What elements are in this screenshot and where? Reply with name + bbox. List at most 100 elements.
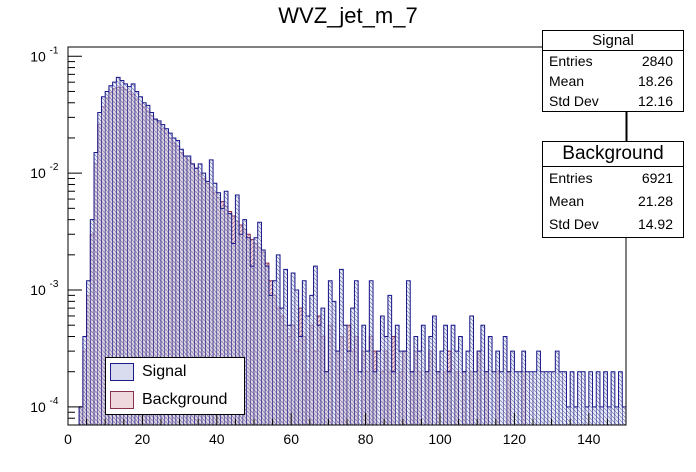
signal-bin — [551, 371, 556, 425]
signal-bin — [346, 350, 351, 425]
signal-bin — [97, 112, 102, 425]
signal-bin — [276, 254, 281, 425]
signal-bin — [90, 219, 95, 425]
signal-bin — [361, 324, 366, 425]
stat-value: 18.26 — [637, 73, 673, 89]
signal-bin — [540, 371, 545, 425]
signal-bin — [339, 269, 344, 425]
signal-bin — [398, 350, 404, 425]
signal-stats-box: Signal Entries 2840 Mean 18.26 Std Dev 1… — [542, 30, 684, 112]
legend-entry-signal: Signal — [106, 358, 244, 386]
background-stats-box: Background Entries 6921 Mean 21.28 Std D… — [542, 141, 684, 238]
signal-bin — [454, 350, 459, 425]
signal-bin — [421, 324, 426, 425]
stat-label: Mean — [549, 73, 585, 89]
signal-bin — [335, 350, 340, 425]
signal-stats-mean: Mean 18.26 — [543, 71, 683, 91]
x-tick-label: 20 — [135, 431, 151, 447]
signal-outline — [68, 76, 626, 425]
signal-bin — [313, 265, 318, 425]
signal-bin — [298, 336, 303, 425]
signal-bin — [376, 350, 381, 425]
signal-bin — [447, 371, 452, 425]
y-tick-exponent: -3 — [50, 279, 59, 290]
y-tick-label: 10 — [30, 282, 46, 298]
background-stats-stddev: Std Dev 14.92 — [543, 213, 683, 236]
signal-bin — [395, 324, 400, 425]
legend-label-signal: Signal — [142, 363, 187, 380]
signal-bin — [264, 265, 270, 425]
signal-bin — [607, 406, 612, 425]
signal-bin — [584, 406, 590, 425]
stat-value: 21.28 — [637, 193, 673, 209]
stat-label: Entries — [549, 170, 593, 186]
signal-bin — [343, 324, 348, 425]
signal-bin — [595, 371, 601, 425]
signal-bin — [614, 406, 619, 425]
signal-bin — [417, 350, 422, 425]
signal-bin — [357, 371, 363, 425]
x-tick-label: 60 — [283, 431, 299, 447]
signal-bin — [458, 336, 463, 425]
signal-bin — [302, 280, 307, 425]
signal-stats-entries: Entries 2840 — [543, 51, 683, 71]
stat-label: Entries — [549, 53, 593, 69]
signal-bin — [294, 289, 299, 425]
x-tick-label: 100 — [428, 431, 452, 447]
signal-bin — [592, 406, 597, 425]
legend-swatch-signal — [110, 363, 134, 381]
signal-bin — [250, 265, 255, 425]
signal-bin — [491, 371, 497, 425]
signal-bin — [365, 350, 370, 425]
signal-bin — [283, 269, 288, 425]
signal-bin — [328, 280, 333, 425]
signal-bin — [391, 371, 396, 425]
signal-bin — [372, 371, 378, 425]
signal-bin — [354, 280, 359, 425]
signal-bin — [428, 336, 433, 425]
signal-bin — [387, 295, 392, 425]
legend-label-background: Background — [142, 391, 228, 408]
x-tick-label: 0 — [64, 431, 72, 447]
stat-label: Mean — [549, 193, 585, 209]
signal-bin — [510, 350, 515, 425]
signal-bin — [82, 336, 87, 425]
x-tick-label: 120 — [503, 431, 527, 447]
signal-bin — [566, 406, 571, 425]
x-tick-label: 40 — [209, 431, 225, 447]
signal-bin — [480, 324, 485, 425]
signal-bin — [409, 371, 415, 425]
stat-label: Std Dev — [549, 93, 599, 109]
signal-bin — [257, 222, 262, 425]
legend-swatch-background — [110, 391, 134, 409]
signal-bin — [305, 315, 311, 425]
signal-bin — [558, 371, 564, 425]
chart-title: WVZ_jet_m_7 — [278, 3, 417, 28]
signal-bin — [350, 307, 355, 425]
stat-value: 6921 — [641, 170, 673, 186]
signal-bin — [465, 350, 471, 425]
y-tick-exponent: -1 — [50, 45, 59, 56]
signal-bin — [316, 324, 322, 425]
signal-bin — [432, 315, 437, 425]
signal-stats-stddev: Std Dev 12.16 — [543, 91, 683, 111]
signal-bin — [514, 371, 519, 425]
x-tick-label: 140 — [577, 431, 601, 447]
signal-bin — [413, 336, 418, 425]
signal-bin — [547, 371, 552, 425]
signal-bin — [525, 371, 530, 425]
legend: Signal Background — [105, 357, 245, 415]
signal-stats-title: Signal — [543, 31, 683, 51]
signal-bin — [369, 280, 374, 425]
y-tick-label: 10 — [30, 48, 46, 64]
background-stats-title: Background — [543, 142, 683, 167]
signal-bin — [488, 336, 493, 425]
signal-bin — [443, 324, 448, 425]
signal-bin — [569, 371, 575, 425]
signal-bin — [406, 280, 411, 425]
signal-bin — [246, 237, 251, 425]
y-tick-label: 10 — [30, 165, 46, 181]
signal-bin — [622, 406, 626, 425]
signal-bin — [473, 371, 478, 425]
